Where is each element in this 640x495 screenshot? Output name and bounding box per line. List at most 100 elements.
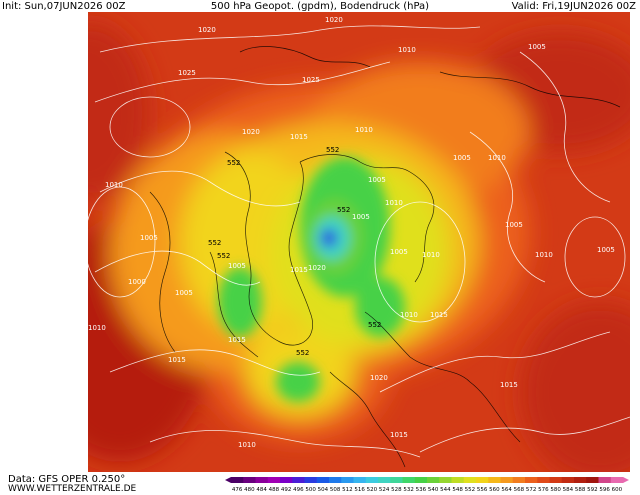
- color-scale-swatch: [427, 477, 440, 483]
- color-scale-swatches: [225, 477, 629, 483]
- color-scale-label: 548: [452, 487, 463, 493]
- isobar-label: 1005: [352, 213, 370, 221]
- color-scale-label: 504: [318, 487, 329, 493]
- data-source-label: Data: GFS OPER 0.250°: [8, 474, 126, 485]
- color-scale-swatch: [574, 477, 587, 483]
- color-scale-swatch: [500, 477, 514, 483]
- color-scale-swatch: [414, 477, 428, 483]
- coastlines: [149, 46, 621, 468]
- color-scale-swatch: [451, 477, 465, 483]
- color-scale-label: 500: [305, 487, 316, 493]
- isobar-label: 1010: [385, 199, 403, 207]
- isobar-label: 1010: [535, 251, 553, 259]
- color-scale-swatch: [598, 477, 612, 483]
- geopotential-label: 552: [217, 252, 230, 260]
- color-scale-swatch: [329, 477, 342, 483]
- isobar-label: 1005: [505, 221, 523, 229]
- isobar-label: 1010: [238, 441, 256, 449]
- color-scale-swatch: [549, 477, 563, 483]
- color-scale-label: 488: [269, 487, 280, 493]
- color-scale-label: 536: [416, 487, 427, 493]
- color-scale-swatch: [561, 477, 575, 483]
- isobar-label: 1020: [308, 264, 326, 272]
- color-scale-label: 524: [379, 487, 390, 493]
- isobar-labels: 1020 1010 1005 1025 1020 1015 1010 1005 …: [88, 16, 615, 449]
- color-scale-swatch: [463, 477, 477, 483]
- color-scale-swatch: [525, 477, 538, 483]
- color-scale-swatch: [390, 477, 403, 483]
- color-scale-swatch: [304, 477, 318, 483]
- isobar-label: 1010: [398, 46, 416, 54]
- isobar-label: 1015: [228, 336, 246, 344]
- color-scale-swatch: [255, 477, 269, 483]
- isobar-label: 1015: [430, 311, 448, 319]
- isobars: [88, 25, 631, 458]
- color-scale-label: 600: [612, 487, 623, 493]
- geopotential-label: 552: [227, 159, 240, 167]
- color-scale-label: 568: [514, 487, 525, 493]
- color-scale-swatch: [537, 477, 550, 483]
- isobar-label: 1010: [488, 154, 506, 162]
- isobar-label: 1020: [198, 26, 216, 34]
- color-scale-label: 512: [342, 487, 353, 493]
- isobar-label: 1005: [228, 262, 246, 270]
- isobar-label: 1015: [290, 133, 308, 141]
- color-scale-label: 556: [477, 487, 488, 493]
- color-scale-label: 484: [256, 487, 267, 493]
- color-scale-label: 552: [465, 487, 476, 493]
- chart-title: 500 hPa Geopot. (gpdm), Bodendruck (hPa): [210, 1, 430, 12]
- color-scale-label: 564: [501, 487, 512, 493]
- color-scale-swatch: [280, 477, 293, 483]
- isobar-label: 1020: [242, 128, 260, 136]
- weather-map: 1020 1010 1005 1025 1020 1015 1010 1005 …: [88, 12, 640, 472]
- color-scale-swatch: [231, 477, 244, 483]
- geopotential-label: 552: [296, 349, 309, 357]
- color-scale-label: 480: [244, 487, 255, 493]
- isobar-label: 1015: [390, 431, 408, 439]
- color-scale-swatch: [316, 477, 330, 483]
- color-scale-swatch: [365, 477, 379, 483]
- color-scale-label: 588: [575, 487, 586, 493]
- isobar-label: 1005: [140, 234, 158, 242]
- isobar-label: 1010: [400, 311, 418, 319]
- init-time-label: Init: Sun,07JUN2026 00Z: [2, 1, 126, 12]
- color-scale-label: 560: [489, 487, 500, 493]
- color-scale-label: 584: [563, 487, 574, 493]
- isobar-label: 1015: [290, 266, 308, 274]
- isobar-label: 1005: [453, 154, 471, 162]
- color-scale-label: 476: [232, 487, 243, 493]
- geopotential-label: 552: [208, 239, 221, 247]
- color-scale-swatch: [341, 477, 354, 483]
- color-scale-arrow-right: [623, 477, 629, 483]
- isobar-label: 1010: [422, 251, 440, 259]
- color-scale-label: 496: [293, 487, 304, 493]
- color-scale-swatch: [439, 477, 452, 483]
- color-scale-arrow-left: [225, 477, 231, 483]
- geopotential-label: 552: [368, 321, 381, 329]
- color-scale-label: 540: [428, 487, 439, 493]
- geopotential-field: [88, 12, 640, 472]
- color-scale-swatch: [378, 477, 391, 483]
- color-scale-swatch: [267, 477, 281, 483]
- color-scale-swatch: [292, 477, 305, 483]
- color-scale-swatch: [610, 477, 624, 483]
- isobar-label: 1005: [528, 43, 546, 51]
- isobar-label: 1015: [500, 381, 518, 389]
- color-scale-label: 596: [599, 487, 610, 493]
- color-scale-swatch: [402, 477, 416, 483]
- color-scale-label: 520: [367, 487, 378, 493]
- isobar-label: 1005: [597, 246, 615, 254]
- isobar-label: 1020: [370, 374, 388, 382]
- isobar-label: 1015: [168, 356, 186, 364]
- color-scale-label: 572: [526, 487, 537, 493]
- geopotential-labels: 552 552 552 552 552 552 552: [208, 146, 381, 357]
- color-scale-swatch: [586, 477, 599, 483]
- color-scale-swatch: [512, 477, 526, 483]
- isobar-label: 1020: [325, 16, 343, 24]
- color-scale-label: 544: [440, 487, 451, 493]
- color-scale-swatch: [488, 477, 501, 483]
- geopotential-label: 552: [326, 146, 339, 154]
- color-scale-label: 580: [550, 487, 561, 493]
- isobar-label: 1005: [175, 289, 193, 297]
